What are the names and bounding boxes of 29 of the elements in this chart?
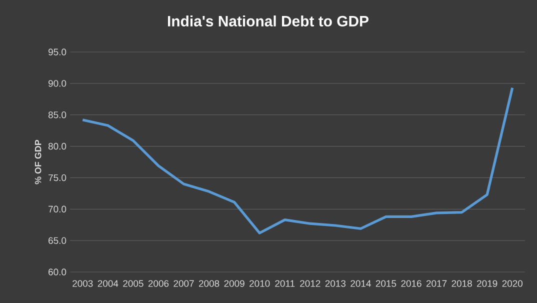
y-tick-label: 70.0 — [48, 206, 66, 212]
x-tick-label: 2009 — [224, 280, 244, 287]
y-tick-label: 90.0 — [48, 80, 66, 87]
x-tick-label: 2012 — [300, 280, 320, 287]
y-tick-label: 75.0 — [48, 174, 66, 182]
y-tick-label: 60.0 — [48, 268, 66, 276]
x-tick-label: 2018 — [452, 280, 472, 287]
y-tick-label: 80.0 — [48, 142, 66, 150]
x-tick-label: 2010 — [250, 280, 270, 287]
x-tick-label: 2007 — [174, 280, 194, 287]
x-tick-label: 2017 — [426, 280, 447, 287]
y-axis-title: % OF GDP — [34, 140, 42, 184]
x-tick-label: 2005 — [123, 280, 144, 287]
x-tick-label: 2015 — [376, 280, 396, 287]
x-tick-label: 2003 — [72, 280, 93, 287]
x-tick-label: 2016 — [401, 280, 422, 287]
chart-title: India's National Debt to GDP — [168, 16, 368, 26]
x-tick-label: 2008 — [198, 280, 220, 287]
x-tick-label: 2013 — [325, 280, 346, 287]
x-tick-label: 2014 — [350, 280, 371, 287]
x-tick-label: 2011 — [275, 280, 295, 287]
y-tick-label: 65.0 — [48, 237, 66, 244]
x-tick-label: 2019 — [477, 280, 498, 287]
line-series — [81, 86, 514, 234]
x-tick-label: 2006 — [148, 280, 169, 287]
y-tick-label: 95.0 — [48, 48, 66, 56]
y-tick-label: 85.0 — [48, 112, 66, 118]
x-tick-label: 2020 — [502, 280, 523, 287]
x-tick-label: 2004 — [98, 280, 118, 287]
